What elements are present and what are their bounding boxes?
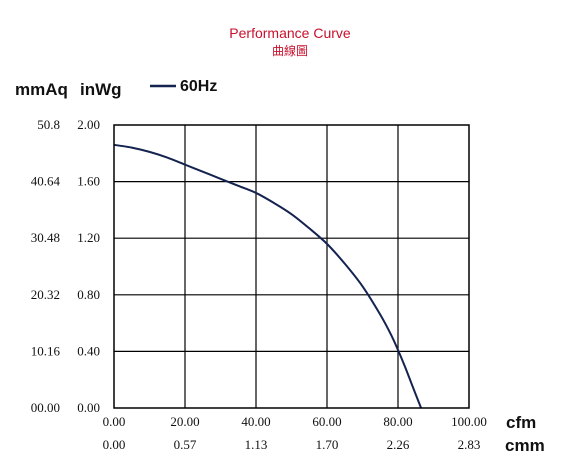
y-tick-label: 0.80 [77, 287, 100, 302]
x-tick-label: 20.00 [170, 414, 199, 429]
chart-title: Performance Curve [229, 25, 351, 41]
chart-grid [114, 125, 469, 408]
y-tick-label: 0.00 [77, 400, 100, 415]
y-primary-unit-label: mmAq [15, 80, 68, 99]
x-secondary-tick-label: 0.57 [174, 437, 197, 452]
x-secondary-tick-label: 0.00 [103, 437, 126, 452]
x-axis-ticks: 0.00 20.00 40.00 60.00 80.00 100.00 0.00 0.57 1.… [103, 414, 487, 452]
x-primary-unit-label: cfm [506, 413, 536, 432]
y-secondary-tick-label: 20.32 [31, 287, 60, 302]
y-tick-label: 2.00 [77, 117, 100, 132]
x-secondary-tick-label: 2.26 [387, 437, 410, 452]
x-secondary-tick-label: 2.83 [458, 437, 481, 452]
y-axis-ticks: 0.00 0.40 0.80 1.20 1.60 2.00 00.00 10.16 20.32 3… [31, 117, 100, 415]
x-secondary-tick-label: 1.70 [316, 437, 339, 452]
x-tick-label: 0.00 [103, 414, 126, 429]
x-tick-label: 100.00 [451, 414, 487, 429]
y-secondary-unit-label: inWg [80, 80, 122, 99]
series-layer [113, 143, 423, 409]
chart-subtitle: 曲線圖 [272, 43, 308, 58]
plot-frame [113, 124, 470, 409]
legend-label: 60Hz [180, 78, 217, 95]
series-line-60hz [113, 143, 423, 409]
x-tick-label: 40.00 [241, 414, 270, 429]
y-secondary-tick-label: 30.48 [31, 230, 60, 245]
y-secondary-tick-label: 40.64 [31, 174, 61, 189]
y-tick-label: 1.60 [77, 174, 100, 189]
y-secondary-tick-label: 10.16 [31, 343, 61, 358]
x-secondary-unit-label: cmm [505, 436, 545, 455]
x-tick-label: 80.00 [383, 414, 412, 429]
y-secondary-tick-label: 00.00 [31, 400, 60, 415]
x-tick-label: 60.00 [312, 414, 341, 429]
x-secondary-tick-label: 1.13 [245, 437, 268, 452]
y-secondary-tick-label: 50.8 [37, 117, 60, 132]
y-tick-label: 0.40 [77, 343, 100, 358]
y-tick-label: 1.20 [77, 230, 100, 245]
